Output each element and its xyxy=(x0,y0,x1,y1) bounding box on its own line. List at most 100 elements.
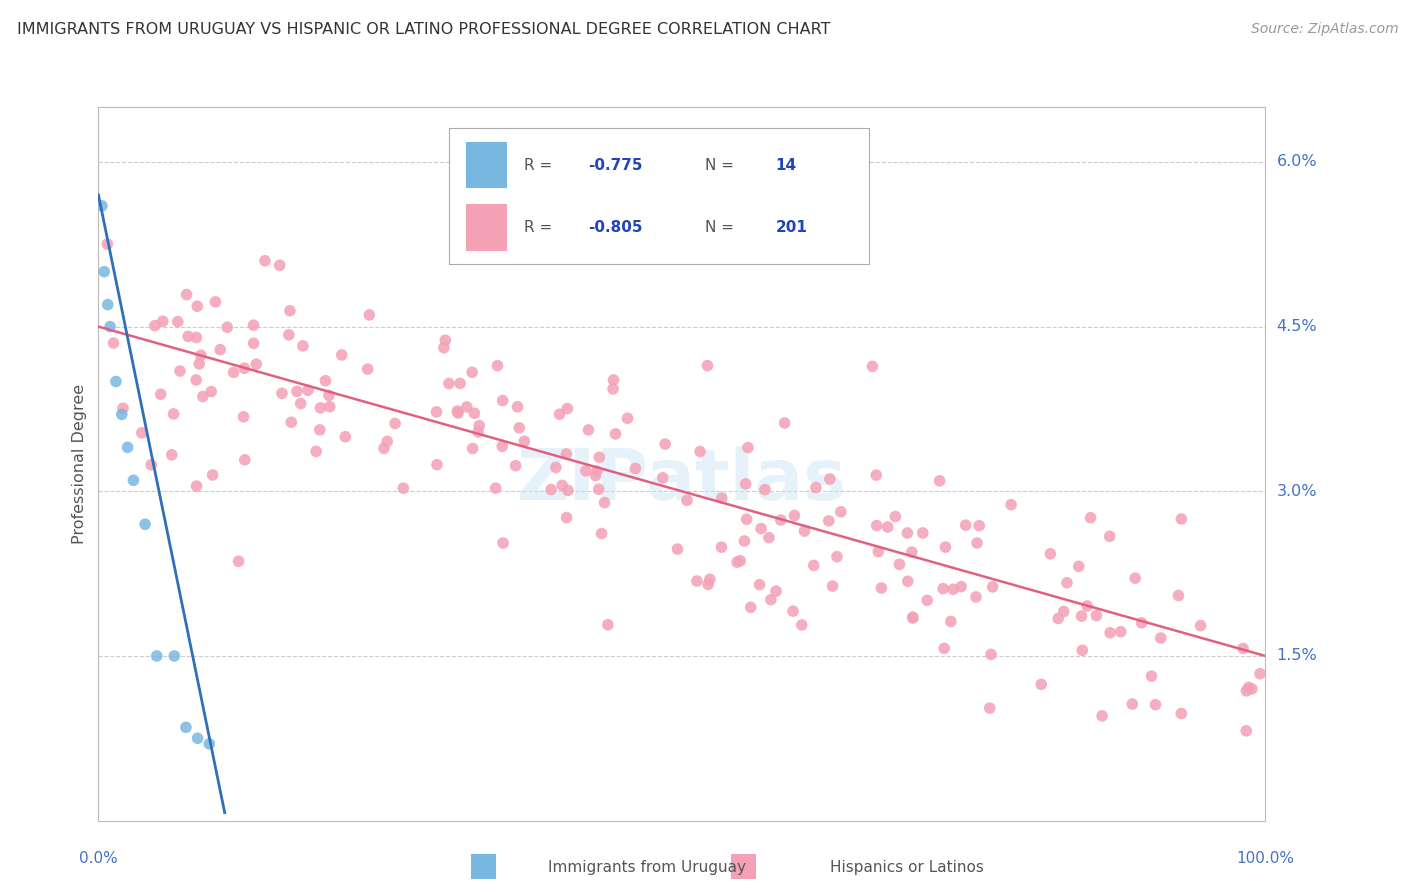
Point xyxy=(862,359,884,374)
Point xyxy=(1140,669,1163,683)
Point xyxy=(233,361,256,376)
Point xyxy=(90,199,112,213)
Point xyxy=(651,471,673,485)
Point xyxy=(759,592,782,607)
Point xyxy=(928,474,950,488)
Point xyxy=(486,359,509,373)
Point xyxy=(1249,666,1271,681)
Point xyxy=(186,373,208,387)
Point xyxy=(735,512,758,526)
Point xyxy=(1076,599,1098,613)
Point xyxy=(242,336,264,351)
Point xyxy=(318,388,340,402)
Point xyxy=(939,615,962,629)
Point xyxy=(967,518,990,533)
Point xyxy=(176,287,198,301)
Text: IMMIGRANTS FROM URUGUAY VS HISPANIC OR LATINO PROFESSIONAL DEGREE CORRELATION CH: IMMIGRANTS FROM URUGUAY VS HISPANIC OR L… xyxy=(17,22,831,37)
Point xyxy=(817,514,839,528)
Point xyxy=(166,315,188,329)
Point xyxy=(280,415,302,429)
Point xyxy=(134,517,156,532)
Point xyxy=(433,341,456,355)
Point xyxy=(163,648,186,663)
Point xyxy=(104,375,127,389)
Point xyxy=(586,464,609,478)
Point xyxy=(749,522,772,536)
Point xyxy=(1080,510,1102,524)
Point xyxy=(200,384,222,399)
Text: R =: R = xyxy=(524,220,558,235)
Point xyxy=(654,437,676,451)
Point xyxy=(696,359,718,373)
Point xyxy=(468,418,491,433)
Point xyxy=(821,579,844,593)
Point xyxy=(162,407,184,421)
Point xyxy=(602,373,624,387)
Point xyxy=(222,365,245,379)
Y-axis label: Professional Degree: Professional Degree xyxy=(72,384,87,544)
Point xyxy=(146,648,169,663)
Point xyxy=(309,401,332,415)
Point xyxy=(356,362,378,376)
Point xyxy=(1071,643,1094,657)
Point xyxy=(897,574,920,589)
Point xyxy=(868,544,890,558)
Point xyxy=(686,574,709,588)
Point xyxy=(754,483,776,497)
Text: -0.805: -0.805 xyxy=(589,220,643,235)
Point xyxy=(1237,681,1260,695)
Point xyxy=(1047,611,1070,625)
Point xyxy=(830,505,852,519)
Point xyxy=(1123,571,1146,585)
Point xyxy=(174,720,197,734)
Point xyxy=(228,554,250,568)
Text: 1.5%: 1.5% xyxy=(1277,648,1317,664)
Point xyxy=(392,481,415,495)
Point xyxy=(911,525,934,540)
Bar xyxy=(465,204,506,251)
Text: 3.0%: 3.0% xyxy=(1277,483,1317,499)
Point xyxy=(602,382,624,396)
Point xyxy=(866,518,889,533)
Point xyxy=(1098,529,1121,543)
Point xyxy=(793,524,815,538)
Point xyxy=(588,482,610,496)
Point xyxy=(233,453,256,467)
Point xyxy=(1099,625,1122,640)
FancyBboxPatch shape xyxy=(449,128,869,264)
Point xyxy=(666,542,689,557)
Point xyxy=(190,348,212,362)
Point xyxy=(209,343,232,357)
Point xyxy=(186,330,208,344)
Point xyxy=(122,473,145,487)
Point xyxy=(505,458,527,473)
Text: 6.0%: 6.0% xyxy=(1277,154,1317,169)
Point xyxy=(277,327,299,342)
Point xyxy=(725,555,748,569)
Point xyxy=(169,364,191,378)
Point xyxy=(1056,575,1078,590)
Point xyxy=(769,513,792,527)
Point xyxy=(456,400,478,414)
Point xyxy=(942,582,965,597)
Point xyxy=(980,648,1002,662)
Point xyxy=(308,423,330,437)
Point xyxy=(245,357,267,371)
Point xyxy=(1240,681,1263,696)
Point xyxy=(955,518,977,533)
Text: Immigrants from Uruguay: Immigrants from Uruguay xyxy=(548,860,745,874)
Point xyxy=(1085,608,1108,623)
Point xyxy=(117,441,139,455)
Point xyxy=(96,237,118,252)
Point xyxy=(188,357,211,371)
Point xyxy=(297,384,319,398)
Point xyxy=(461,365,484,379)
Point xyxy=(596,617,619,632)
Point xyxy=(557,483,579,498)
Text: ZIPatlas: ZIPatlas xyxy=(517,446,846,515)
Point xyxy=(1121,697,1143,711)
Point xyxy=(232,409,254,424)
Point xyxy=(710,540,733,554)
Point xyxy=(555,510,578,524)
Point xyxy=(269,258,291,272)
